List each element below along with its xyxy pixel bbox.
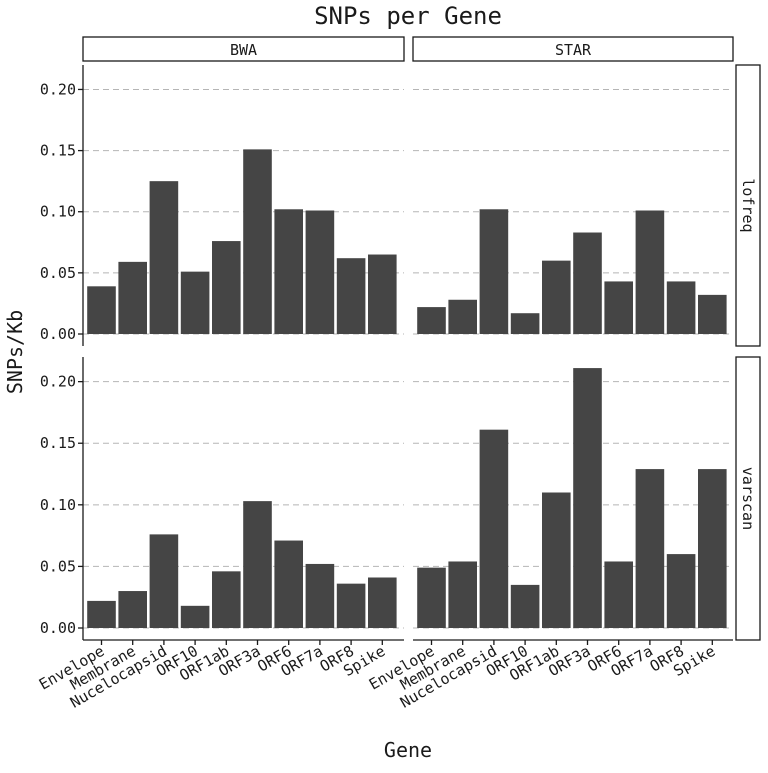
- bar-bwa-varscan-spike: [368, 577, 397, 628]
- bar-star-varscan-orf8: [666, 554, 696, 628]
- bar-bwa-lofreq-orf6: [274, 209, 303, 334]
- y-tick-label-lofreq: 0.05: [40, 264, 76, 282]
- bar-star-lofreq-orf10: [510, 313, 540, 334]
- bar-bwa-varscan-orf1ab: [212, 571, 241, 628]
- y-tick-label-varscan: 0.05: [40, 557, 76, 575]
- y-axis-title: SNPs/Kb: [3, 310, 27, 394]
- bar-star-varscan-membrane: [448, 561, 477, 628]
- bar-bwa-varscan-envelope: [87, 600, 116, 628]
- bar-bwa-varscan-membrane: [118, 591, 147, 628]
- bar-bwa-lofreq-spike: [368, 254, 397, 334]
- chart-title: SNPs per Gene: [314, 2, 502, 30]
- bar-bwa-lofreq-envelope: [87, 286, 116, 334]
- facet-strip-label-varscan: varscan: [739, 467, 757, 530]
- bar-bwa-varscan-orf6: [274, 540, 303, 628]
- bar-bwa-lofreq-nucelocapsid: [149, 181, 179, 334]
- facet-strip-bwa: [82, 36, 405, 62]
- y-tick-label-varscan: 0.10: [40, 496, 76, 514]
- y-tick-label-lofreq: 0.10: [40, 203, 76, 221]
- bar-star-lofreq-spike: [698, 294, 727, 334]
- bar-bwa-lofreq-orf1ab: [212, 241, 241, 334]
- bar-star-lofreq-orf3a: [573, 232, 602, 334]
- bar-star-varscan-orf3a: [573, 368, 602, 628]
- bar-star-varscan-orf10: [510, 584, 540, 628]
- bar-star-varscan-orf7a: [635, 469, 665, 628]
- bar-bwa-varscan-orf3a: [243, 501, 272, 628]
- facet-strip-varscan: [735, 356, 761, 641]
- y-tick-label-lofreq: 0.20: [40, 80, 76, 98]
- bar-bwa-varscan-nucelocapsid: [149, 534, 179, 628]
- plot-area: BWA STAR lofreq varscan 0.00 0.05 0.10 0.15 0.20…: [36, 36, 761, 712]
- bar-star-varscan-envelope: [417, 567, 446, 628]
- bar-bwa-lofreq-orf10: [180, 271, 210, 334]
- bar-star-lofreq-nucelocapsid: [479, 209, 509, 334]
- bar-bwa-lofreq-orf7a: [305, 210, 335, 334]
- y-tick-label-varscan: 0.15: [40, 434, 76, 452]
- bar-star-varscan-nucelocapsid: [479, 429, 509, 628]
- bar-star-lofreq-membrane: [448, 299, 477, 334]
- y-tick-label-varscan: 0.00: [40, 619, 76, 637]
- facet-strip-label-lofreq: lofreq: [739, 178, 757, 232]
- y-tick-label-lofreq: 0.15: [40, 142, 76, 160]
- y-tick-label-varscan: 0.20: [40, 373, 76, 391]
- bar-bwa-varscan-orf8: [336, 583, 366, 628]
- bar-bwa-varscan-orf10: [180, 605, 210, 628]
- bar-bwa-lofreq-orf8: [336, 258, 366, 334]
- facet-strip-label-star: STAR: [555, 41, 592, 59]
- bar-star-varscan-orf6: [604, 561, 633, 628]
- bar-star-lofreq-orf7a: [635, 210, 665, 334]
- bar-bwa-lofreq-membrane: [118, 261, 147, 334]
- bar-star-varscan-spike: [698, 469, 727, 628]
- bar-bwa-lofreq-orf3a: [243, 149, 272, 334]
- facet-strip-lofreq: [735, 64, 761, 347]
- bar-bwa-varscan-orf7a: [305, 563, 335, 628]
- bar-star-lofreq-orf6: [604, 281, 633, 334]
- bar-star-varscan-orf1ab: [542, 492, 571, 628]
- y-tick-label-lofreq: 0.00: [40, 325, 76, 343]
- bar-star-lofreq-orf8: [666, 281, 696, 334]
- bar-star-lofreq-orf1ab: [542, 260, 571, 334]
- bar-star-lofreq-envelope: [417, 307, 446, 334]
- facet-strip-star: [412, 36, 734, 62]
- facet-strip-label-bwa: BWA: [230, 41, 257, 59]
- x-axis-title: Gene: [384, 738, 432, 762]
